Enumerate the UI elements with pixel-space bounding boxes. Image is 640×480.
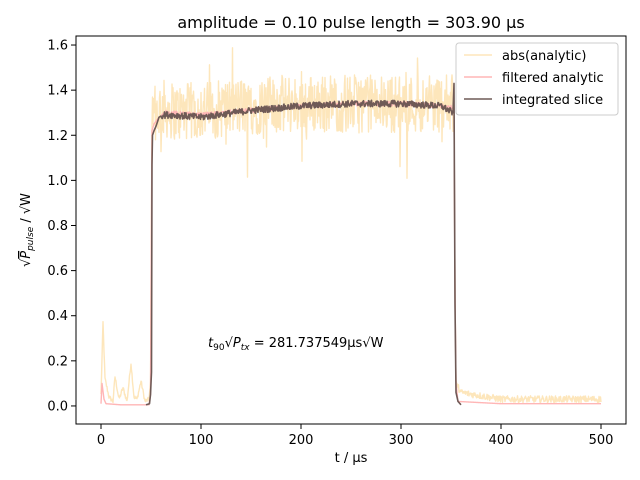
annotation-t90: t90√Ptx = 281.737549μs√W [208,336,384,353]
legend-label-filtered-analytic: filtered analytic [502,71,604,86]
legend-label-abs-analytic: abs(analytic) [502,49,586,64]
y-tick-label: 1.0 [47,174,68,189]
series-line-abs-analytic- [100,47,602,404]
x-tick-label: 400 [489,433,514,448]
x-axis-label: t / μs [335,451,368,466]
series-line-integrated-slice [145,82,462,406]
y-tick-label: 1.2 [47,129,68,144]
x-tick-label: 300 [389,433,414,448]
y-tick-label: 0.2 [47,354,68,369]
y-tick-label: 0.6 [47,264,68,279]
x-tick-label: 100 [189,433,214,448]
y-axis-label: √Ppulse / √W [19,193,36,267]
chart-title: amplitude = 0.10 pulse length = 303.90 μ… [177,13,524,32]
x-tick-label: 500 [589,433,614,448]
y-tick-label: 0.0 [47,399,68,414]
series-line-filtered-analytic [100,100,602,406]
plot-frame [75,35,627,425]
y-tick-label: 1.4 [47,84,68,99]
y-tick-label: 0.8 [47,219,68,234]
x-tick-label: 0 [97,433,105,448]
legend-box [455,42,619,116]
legend-label-integrated-slice: integrated slice [502,93,603,108]
legend: abs(analytic) filtered analytic integrat… [455,42,619,116]
y-tick-label: 0.4 [47,309,68,324]
x-tick-label: 200 [289,433,314,448]
y-tick-label: 1.6 [47,39,68,54]
